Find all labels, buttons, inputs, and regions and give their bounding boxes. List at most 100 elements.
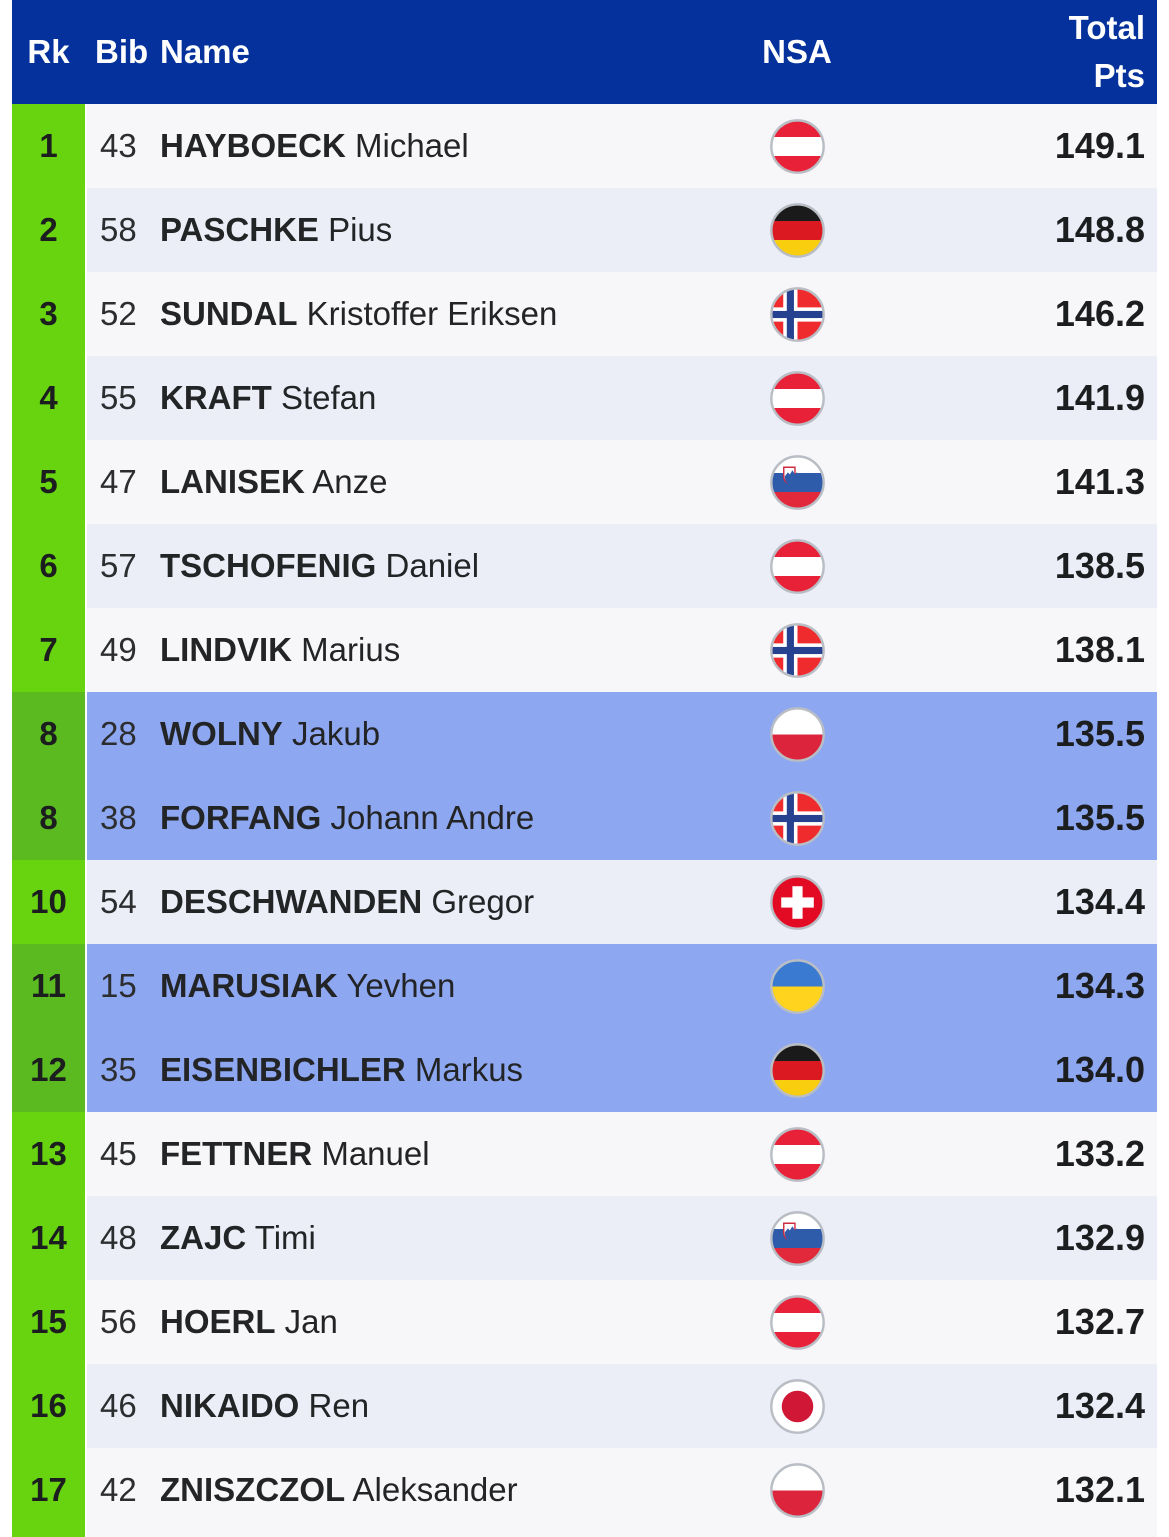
nsa-cell: [722, 188, 872, 272]
rank-value: 2: [12, 188, 85, 272]
points-value: 138.5: [1054, 545, 1145, 586]
family-name: KRAFT: [160, 379, 272, 416]
athlete-name: WOLNY Jakub: [158, 715, 722, 753]
flag-ukr-icon: [769, 958, 826, 1015]
given-name: Johann Andre: [330, 799, 535, 836]
points-value: 132.4: [1054, 1385, 1145, 1426]
flag-sui-icon: [769, 874, 826, 931]
rank-value: 8: [12, 692, 85, 776]
flag-pol-icon: [769, 706, 826, 763]
bib-value: 42: [85, 1448, 158, 1532]
bib-value: 47: [85, 440, 158, 524]
bib-value: 48: [85, 1196, 158, 1280]
given-name: Anze: [312, 463, 388, 500]
header-name: Name: [160, 33, 250, 70]
nsa-cell: [722, 944, 872, 1028]
family-name: FORFANG: [160, 799, 322, 836]
family-name: LANISEK: [160, 463, 305, 500]
table-row: 16 46 NIKAIDO Ren 132.4: [12, 1364, 1157, 1448]
rank-value: 6: [12, 524, 85, 608]
flag-aut-icon: [769, 370, 826, 427]
points-value: 138.1: [1054, 629, 1145, 670]
table-row: 14 48 ZAJC Timi 132.9: [12, 1196, 1157, 1280]
bib-value: 38: [85, 776, 158, 860]
flag-aut-icon: [769, 538, 826, 595]
athlete-name: ZAJC Timi: [158, 1219, 722, 1257]
header-total-pts: Total Pts: [872, 4, 1157, 100]
family-name: LINDVIK: [160, 631, 292, 668]
nsa-cell: [722, 104, 872, 188]
points-value: 133.2: [1054, 1133, 1145, 1174]
given-name: Jan: [284, 1303, 338, 1340]
points-value: 148.8: [1054, 209, 1145, 250]
flag-aut-icon: [769, 1294, 826, 1351]
rank-value: 17: [12, 1448, 85, 1532]
nsa-cell: [722, 1196, 872, 1280]
flag-aut-icon: [769, 1126, 826, 1183]
results-table: Rk Bib Name NSA Total Pts 1 43 HAYBOECK …: [12, 0, 1157, 1537]
points-value: 141.9: [1054, 377, 1145, 418]
points-value: 135.5: [1054, 797, 1145, 838]
table-row: 1 43 HAYBOECK Michael 149.1: [12, 104, 1157, 188]
nsa-cell: [722, 524, 872, 608]
rank-cell: [12, 1532, 85, 1537]
flag-nor-icon: [769, 790, 826, 847]
table-row: 8 28 WOLNY Jakub 135.5: [12, 692, 1157, 776]
table-row: 17 42 ZNISZCZOL Aleksander 132.1: [12, 1448, 1157, 1532]
family-name: EISENBICHLER: [160, 1051, 406, 1088]
given-name: Michael: [355, 127, 469, 164]
bib-value: 15: [85, 944, 158, 1028]
rank-value: 13: [12, 1112, 85, 1196]
athlete-name: FETTNER Manuel: [158, 1135, 722, 1173]
rank-value: 3: [12, 272, 85, 356]
flag-jpn-icon: [769, 1378, 826, 1435]
given-name: Stefan: [280, 379, 377, 416]
given-name: Gregor: [431, 883, 535, 920]
bib-value: 55: [85, 356, 158, 440]
family-name: NIKAIDO: [160, 1387, 300, 1424]
athlete-name: DESCHWANDEN Gregor: [158, 883, 722, 921]
given-name: Manuel: [321, 1135, 430, 1172]
table-header-row: Rk Bib Name NSA Total Pts: [12, 0, 1157, 104]
table-row: 10 54 DESCHWANDEN Gregor 134.4: [12, 860, 1157, 944]
rank-value: 10: [12, 860, 85, 944]
family-name: MARUSIAK: [160, 967, 338, 1004]
table-row: 5 47 LANISEK Anze 141.3: [12, 440, 1157, 524]
table-row: 3 52 SUNDAL Kristoffer Eriksen 146.2: [12, 272, 1157, 356]
nsa-cell: [722, 272, 872, 356]
table-row: 4 55 KRAFT Stefan 141.9: [12, 356, 1157, 440]
family-name: HOERL: [160, 1303, 276, 1340]
athlete-name: LINDVIK Marius: [158, 631, 722, 669]
athlete-name: NIKAIDO Ren: [158, 1387, 722, 1425]
rank-value: 8: [12, 776, 85, 860]
bib-value: 49: [85, 608, 158, 692]
table-row: 11 15 MARUSIAK Yevhen 134.3: [12, 944, 1157, 1028]
nsa-cell: [722, 1112, 872, 1196]
nsa-cell: [722, 356, 872, 440]
nsa-cell: [722, 860, 872, 944]
flag-pol-icon: [769, 1462, 826, 1519]
rank-value: 5: [12, 440, 85, 524]
given-name: Ren: [308, 1387, 370, 1424]
athlete-name: TSCHOFENIG Daniel: [158, 547, 722, 585]
given-name: Pius: [328, 211, 393, 248]
family-name: DESCHWANDEN: [160, 883, 423, 920]
nsa-cell: [722, 1280, 872, 1364]
athlete-name: LANISEK Anze: [158, 463, 722, 501]
table-body: 1 43 HAYBOECK Michael 149.1 2 58 PASCHKE…: [12, 104, 1157, 1532]
rank-value: 14: [12, 1196, 85, 1280]
bib-value: 58: [85, 188, 158, 272]
athlete-name: SUNDAL Kristoffer Eriksen: [158, 295, 722, 333]
points-value: 134.3: [1054, 965, 1145, 1006]
athlete-name: EISENBICHLER Markus: [158, 1051, 722, 1089]
nsa-cell: [722, 1448, 872, 1532]
nsa-cell: [722, 440, 872, 524]
flag-nor-icon: [769, 622, 826, 679]
bib-value: 45: [85, 1112, 158, 1196]
bib-value: 57: [85, 524, 158, 608]
flag-slo-icon: [769, 454, 826, 511]
points-value: 146.2: [1054, 293, 1145, 334]
given-name: Timi: [254, 1219, 316, 1256]
table-row: 13 45 FETTNER Manuel 133.2: [12, 1112, 1157, 1196]
